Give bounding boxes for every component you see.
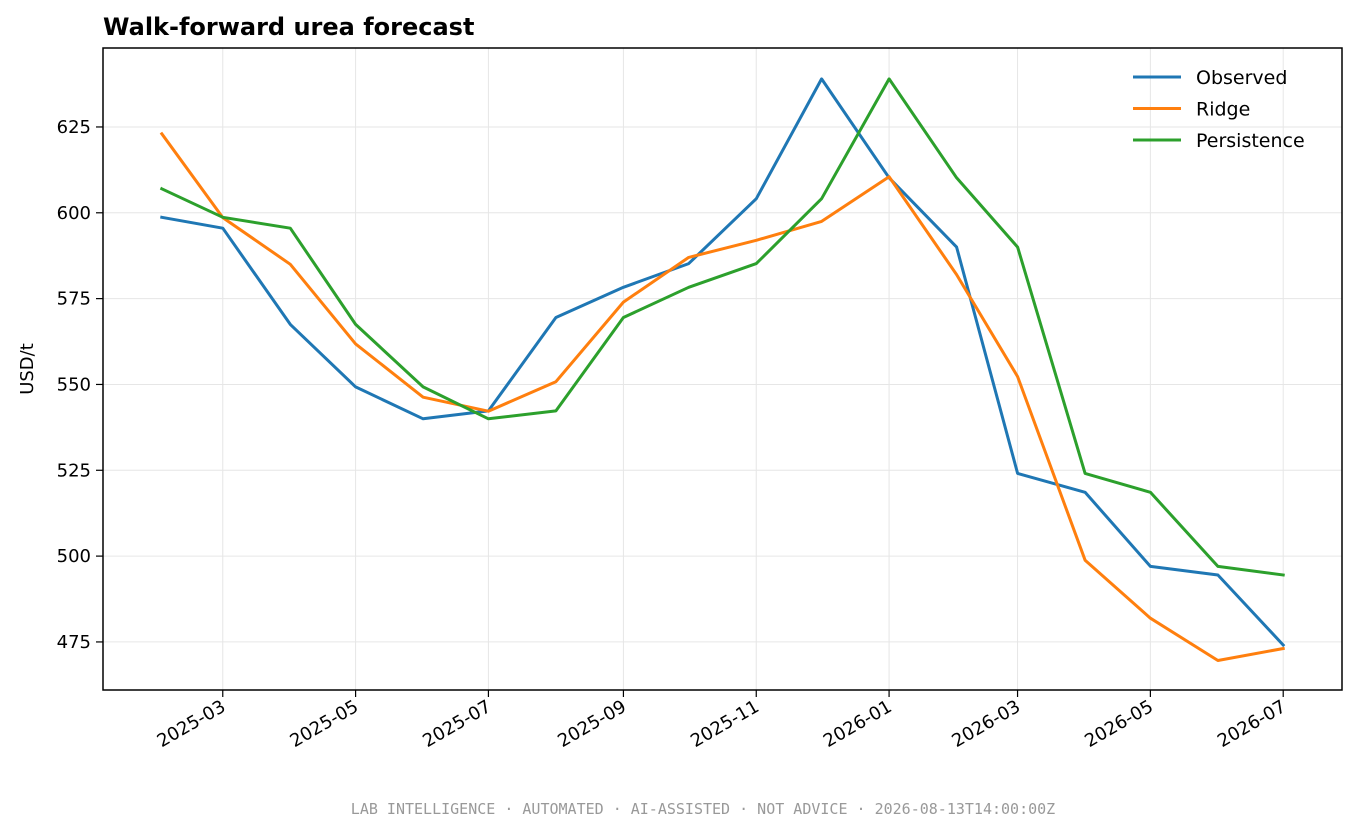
y-tick-label: 550	[57, 374, 91, 395]
plot-frame	[102, 47, 1343, 691]
legend-label: Ridge	[1196, 99, 1250, 121]
legend: Observed Ridge Persistence	[1133, 67, 1305, 152]
x-tick-label: 2025-03	[154, 696, 230, 752]
x-tick-label: 2025-07	[419, 696, 495, 752]
grid	[103, 48, 1342, 690]
y-tick-label: 475	[57, 632, 91, 653]
x-tick-label: 2026-01	[820, 696, 896, 752]
series-line-observed	[160, 77, 1286, 648]
footer-disclaimer: LAB INTELLIGENCE · AUTOMATED · AI-ASSIST…	[351, 800, 1055, 818]
x-tick-label: 2025-05	[286, 696, 362, 752]
series-lines	[159, 77, 1286, 662]
y-tick-label: 500	[57, 546, 91, 567]
legend-label: Persistence	[1196, 130, 1305, 152]
series-line-ridge	[159, 131, 1285, 662]
y-axis-label: USD/t	[17, 343, 38, 395]
y-tick-label: 525	[57, 460, 91, 481]
x-tick-label: 2026-07	[1214, 696, 1290, 752]
series-line-persistence	[159, 77, 1285, 577]
x-tick-label: 2025-09	[554, 696, 630, 752]
legend-label: Observed	[1196, 67, 1287, 89]
y-tick-label: 575	[57, 289, 91, 310]
y-tick-label: 625	[57, 117, 91, 138]
y-axis: 475 500 525 550 575 600 625	[57, 117, 103, 653]
x-axis: 2025-03 2025-05 2025-07 2025-09 2025-11 2026-…	[154, 690, 1290, 752]
x-tick-label: 2025-11	[687, 696, 763, 752]
y-tick-label: 600	[57, 203, 91, 224]
x-tick-label: 2026-03	[948, 696, 1024, 752]
x-tick-label: 2026-05	[1081, 696, 1157, 752]
chart-title: Walk-forward urea forecast	[103, 13, 474, 41]
